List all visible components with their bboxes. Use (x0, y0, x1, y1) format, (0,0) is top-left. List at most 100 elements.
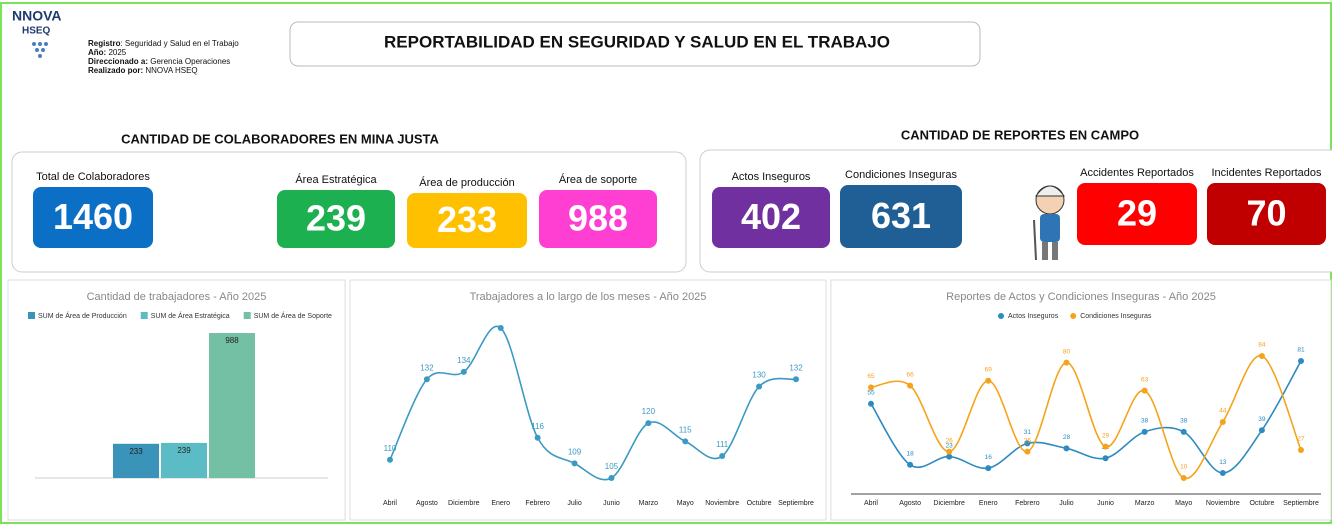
data-label: 69 (985, 366, 993, 373)
info-label: Realizado por: (88, 66, 143, 75)
x-tick-label: Noviembre (1206, 500, 1240, 507)
bar-label: 233 (129, 447, 143, 456)
kpi-label: Área Estratégica (295, 173, 377, 186)
chart-title: Trabajadores a lo largo de los meses - A… (470, 291, 707, 303)
section-title: CANTIDAD DE COLABORADORES EN MINA JUSTA (121, 131, 439, 146)
point (1259, 353, 1265, 359)
legend-swatch (141, 312, 148, 319)
point (1220, 419, 1226, 425)
data-label: 109 (568, 447, 582, 456)
info-text: Gerencia Operaciones (148, 57, 230, 66)
kpi-value: 1460 (53, 196, 133, 237)
x-tick-label: Febrero (525, 500, 550, 507)
point (1103, 444, 1109, 450)
legend-label: SUM de Área de Soporte (254, 311, 332, 320)
info-line: Direccionado a: Gerencia Operaciones (88, 57, 230, 66)
kpi-value: 631 (871, 195, 931, 236)
point (572, 460, 578, 466)
legend-swatch (28, 312, 35, 319)
x-tick-label: Febrero (1015, 500, 1040, 507)
data-label: 38 (1180, 418, 1188, 425)
data-label: 28 (1063, 434, 1071, 441)
data-label: 115 (679, 426, 692, 435)
x-tick-label: Diciembre (448, 500, 480, 507)
data-label: 132 (420, 363, 434, 372)
point (868, 384, 874, 390)
x-tick-label: Junio (1097, 500, 1114, 507)
x-tick-label: Octubre (1249, 500, 1274, 507)
kpi-value: 239 (306, 198, 366, 239)
point (793, 376, 799, 382)
x-tick-label: Mayo (1175, 500, 1192, 507)
x-tick-label: Abril (864, 500, 878, 507)
data-label: 105 (605, 462, 619, 471)
legend-label: SUM de Área de Producción (38, 311, 127, 320)
kpi-label: Accidentes Reportados (1080, 167, 1194, 179)
point (1181, 475, 1187, 481)
x-tick-label: Junio (603, 500, 620, 507)
data-label: 80 (1063, 348, 1071, 355)
info-line: Registro: Seguridad y Salud en el Trabaj… (88, 39, 239, 48)
x-tick-label: Enero (491, 500, 510, 507)
logo-text: NNOVA (12, 8, 62, 24)
data-label: 120 (642, 407, 656, 416)
data-label: 130 (752, 371, 766, 380)
kpi-value: 402 (741, 196, 801, 237)
legend-marker (998, 313, 1004, 319)
point (387, 457, 393, 463)
data-label: 16 (985, 454, 993, 461)
point (535, 435, 541, 441)
kpi-value: 233 (437, 199, 497, 240)
legend-marker (1070, 313, 1076, 319)
point (868, 401, 874, 407)
point (946, 449, 952, 455)
kpi-value: 70 (1246, 193, 1286, 234)
section-title: CANTIDAD DE REPORTES EN CAMPO (901, 127, 1139, 142)
point (985, 465, 991, 471)
data-label: 26 (946, 437, 954, 444)
data-label: 27 (1297, 436, 1305, 443)
x-tick-label: Marzo (1135, 500, 1155, 507)
kpi-label: Total de Colaboradores (36, 171, 150, 183)
legend-label: Condiciones Inseguras (1080, 313, 1152, 320)
info-line: Año: 2025 (88, 48, 127, 57)
x-tick-label: Septiembre (1283, 500, 1319, 507)
info-label: Registro (88, 39, 121, 48)
data-label: 132 (789, 363, 803, 372)
point (1103, 455, 1109, 461)
info-text: : Seguridad y Salud en el Trabajo (120, 39, 239, 48)
point (1142, 388, 1148, 394)
point (907, 462, 913, 468)
data-label: 39 (1258, 416, 1266, 423)
point (608, 475, 614, 481)
page-title: REPORTABILIDAD EN SEGURIDAD Y SALUD EN E… (384, 32, 890, 51)
point (498, 325, 504, 331)
kpi-label: Área de producción (419, 176, 514, 189)
data-label: 66 (906, 371, 914, 378)
data-label: 10 (1180, 464, 1188, 471)
x-tick-label: Julio (1059, 500, 1074, 507)
kpi-label: Área de soporte (559, 173, 637, 186)
data-label: 55 (867, 390, 875, 397)
kpi-label: Actos Inseguros (732, 171, 811, 183)
chart-title: Reportes de Actos y Condiciones Insegura… (946, 291, 1216, 303)
point (1024, 449, 1030, 455)
kpi-value: 29 (1117, 193, 1157, 234)
info-text: NNOVA HSEQ (143, 66, 198, 75)
x-tick-label: Octubre (747, 500, 772, 507)
x-tick-label: Julio (567, 500, 582, 507)
data-label: 13 (1219, 459, 1227, 466)
point (682, 438, 688, 444)
point (1063, 445, 1069, 451)
point (1298, 358, 1304, 364)
point (1220, 470, 1226, 476)
point (461, 369, 467, 375)
point (1142, 429, 1148, 435)
x-tick-label: Abril (383, 500, 397, 507)
legend-label: SUM de Área Estratégica (151, 311, 230, 320)
x-tick-label: Noviembre (705, 500, 739, 507)
kpi-label: Condiciones Inseguras (845, 169, 957, 181)
x-tick-label: Diciembre (933, 500, 965, 507)
bar-label: 988 (225, 336, 239, 345)
point (645, 420, 651, 426)
